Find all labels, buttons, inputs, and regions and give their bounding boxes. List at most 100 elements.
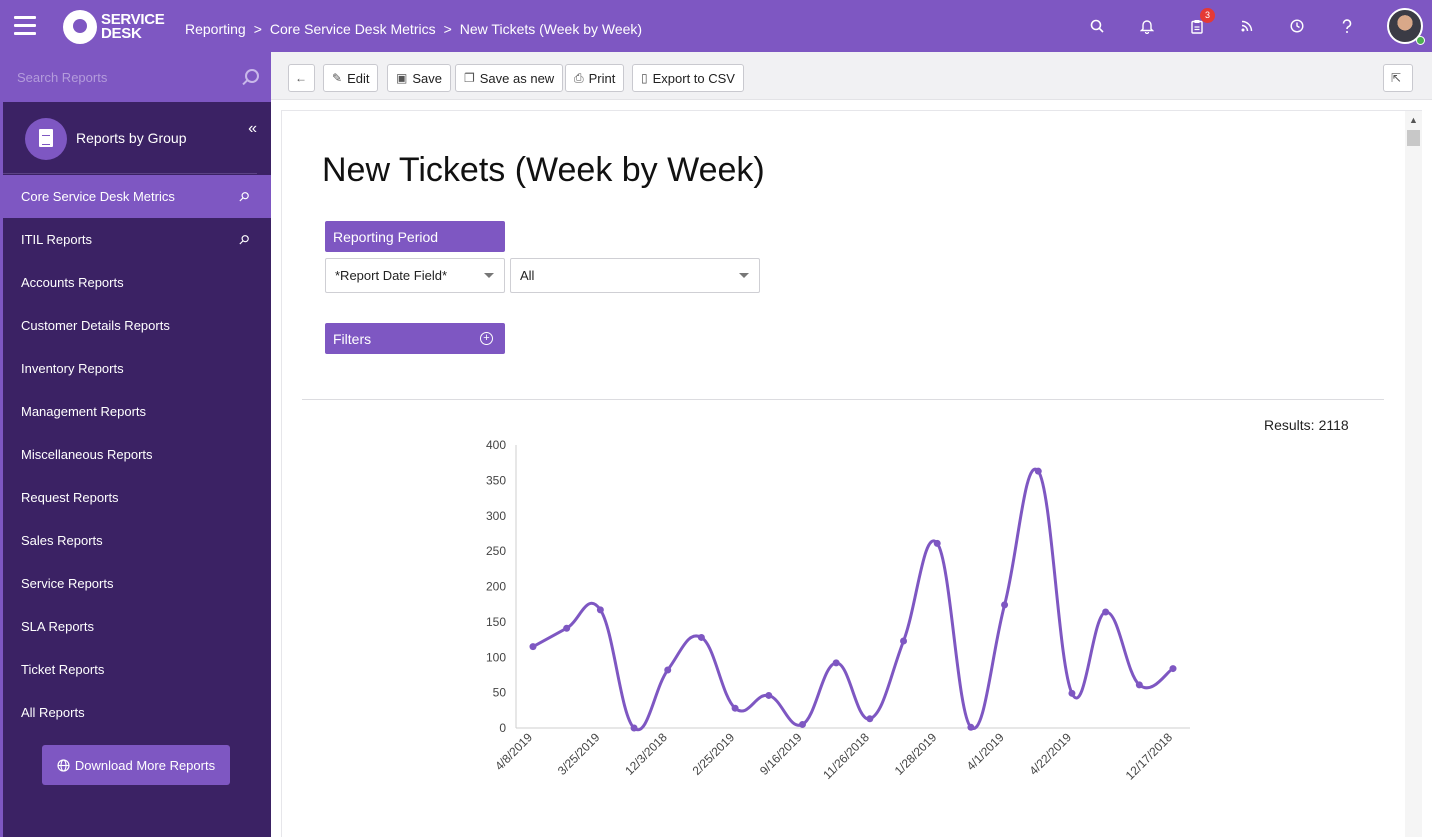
sidebar: Reports by Group « Core Service Desk Met… — [3, 52, 271, 837]
sidebar-item-miscellaneous-reports[interactable]: Miscellaneous Reports — [3, 433, 271, 476]
data-point[interactable] — [563, 624, 571, 632]
data-point[interactable] — [1135, 681, 1143, 689]
sidebar-item-label: Service Reports — [21, 576, 114, 591]
file-icon: ▯ — [641, 71, 648, 85]
print-button[interactable]: ⎙ Print — [565, 64, 625, 92]
sidebar-item-label: Management Reports — [21, 404, 147, 419]
scroll-up-icon[interactable]: ▲ — [1409, 115, 1418, 125]
sidebar-item-customer-details-reports[interactable]: Customer Details Reports — [3, 304, 271, 347]
group-label: Reports by Group — [76, 130, 187, 146]
x-tick-label: 1/28/2019 — [892, 730, 940, 778]
x-tick-label: 11/26/2018 — [820, 730, 872, 782]
sidebar-item-itil-reports[interactable]: ITIL Reports ⚲ — [3, 218, 271, 261]
group-header: Reports by Group « — [3, 102, 257, 174]
back-button[interactable]: ← — [288, 64, 315, 92]
search-reports-input[interactable] — [3, 52, 271, 102]
sidebar-item-label: Accounts Reports — [21, 275, 124, 290]
scrollbar-thumb[interactable] — [1407, 130, 1420, 146]
data-point[interactable] — [529, 643, 537, 651]
sidebar-item-service-reports[interactable]: Service Reports — [3, 562, 271, 605]
sidebar-item-sales-reports[interactable]: Sales Reports — [3, 519, 271, 562]
sidebar-item-all-reports[interactable]: All Reports — [3, 691, 271, 734]
period-select[interactable]: All — [510, 258, 760, 293]
data-point[interactable] — [1102, 608, 1110, 616]
filters-button[interactable]: Filters + — [325, 323, 505, 354]
data-point[interactable] — [798, 720, 806, 728]
data-point[interactable] — [697, 633, 705, 641]
pin-icon[interactable]: ⚲ — [235, 187, 254, 206]
plus-circle-icon[interactable]: + — [480, 332, 493, 345]
sidebar-item-label: SLA Reports — [21, 619, 94, 634]
search-icon[interactable] — [245, 69, 259, 83]
download-more-reports-button[interactable]: Download More Reports — [42, 745, 230, 785]
y-tick-label: 100 — [486, 650, 506, 664]
reporting-period-header: Reporting Period — [325, 221, 505, 252]
sidebar-item-inventory-reports[interactable]: Inventory Reports — [3, 347, 271, 390]
sidebar-item-label: Ticket Reports — [21, 662, 105, 677]
save-as-new-button[interactable]: ❐ Save as new — [455, 64, 564, 92]
data-point[interactable] — [630, 724, 638, 732]
sidebar-item-label: Miscellaneous Reports — [21, 447, 153, 462]
document-icon — [25, 118, 67, 160]
bell-icon[interactable] — [1122, 0, 1172, 52]
sidebar-item-management-reports[interactable]: Management Reports — [3, 390, 271, 433]
copy-icon: ❐ — [464, 71, 475, 85]
save-button[interactable]: ▣ Save — [387, 64, 451, 92]
breadcrumb-reporting[interactable]: Reporting — [185, 21, 246, 37]
clock-icon[interactable] — [1272, 0, 1322, 52]
data-point[interactable] — [664, 666, 672, 674]
data-point[interactable] — [1068, 689, 1076, 697]
rss-icon[interactable] — [1222, 0, 1272, 52]
data-point[interactable] — [1001, 601, 1009, 609]
logo[interactable]: SERVICE DESK — [63, 10, 165, 44]
sidebar-item-accounts-reports[interactable]: Accounts Reports — [3, 261, 271, 304]
sidebar-item-ticket-reports[interactable]: Ticket Reports — [3, 648, 271, 691]
sidebar-item-core-service-desk-metrics[interactable]: Core Service Desk Metrics ⚲ — [3, 175, 271, 218]
report-date-field-value: *Report Date Field* — [335, 268, 447, 283]
page-title: New Tickets (Week by Week) — [322, 151, 765, 189]
y-tick-label: 250 — [486, 544, 506, 558]
report-content: New Tickets (Week by Week) Reporting Per… — [281, 110, 1422, 837]
search-icon[interactable] — [1072, 0, 1122, 52]
divider — [302, 399, 1384, 400]
breadcrumb-core-metrics[interactable]: Core Service Desk Metrics — [269, 21, 436, 37]
data-point[interactable] — [596, 606, 604, 614]
data-point[interactable] — [933, 539, 941, 547]
collapse-sidebar-icon[interactable]: « — [248, 120, 257, 137]
export-csv-button[interactable]: ▯ Export to CSV — [632, 64, 744, 92]
print-label: Print — [588, 70, 616, 86]
edit-button[interactable]: ✎ Edit — [323, 64, 379, 92]
menu-icon[interactable] — [14, 16, 36, 36]
sidebar-item-sla-reports[interactable]: SLA Reports — [3, 605, 271, 648]
logo-text: SERVICE DESK — [101, 11, 165, 42]
report-date-field-select[interactable]: *Report Date Field* — [325, 258, 505, 293]
breadcrumb: Reporting > Core Service Desk Metrics > … — [185, 21, 642, 37]
sidebar-item-label: Customer Details Reports — [21, 318, 170, 333]
y-tick-label: 150 — [486, 615, 506, 629]
edit-icon: ✎ — [332, 71, 343, 85]
help-icon[interactable] — [1322, 0, 1372, 52]
sidebar-item-request-reports[interactable]: Request Reports — [3, 476, 271, 519]
data-point[interactable] — [832, 659, 840, 667]
pin-icon[interactable]: ⚲ — [235, 230, 254, 249]
data-point[interactable] — [1169, 665, 1177, 673]
data-point[interactable] — [866, 715, 874, 723]
data-point[interactable] — [731, 704, 739, 712]
data-point[interactable] — [1034, 467, 1042, 475]
filters-label: Filters — [333, 330, 372, 347]
toolbar: ← ✎ Edit ▣ Save ❐ Save as new ⎙ Print ▯ Expor… — [271, 52, 1432, 100]
results-count: Results: 2118 — [1264, 417, 1349, 433]
data-point[interactable] — [765, 691, 773, 699]
clipboard-icon[interactable]: 3 — [1172, 0, 1222, 52]
open-external-button[interactable]: ⇱ — [1383, 64, 1413, 92]
x-tick-label: 4/22/2019 — [1026, 730, 1074, 778]
download-more-reports-label: Download More Reports — [74, 757, 216, 773]
sidebar-item-label: Sales Reports — [21, 533, 103, 548]
breadcrumb-separator: > — [443, 21, 452, 37]
scrollbar[interactable]: ▲ — [1405, 111, 1422, 837]
data-point[interactable] — [967, 723, 975, 731]
data-point[interactable] — [900, 637, 908, 645]
sidebar-item-label: Inventory Reports — [21, 361, 124, 376]
breadcrumb-separator: > — [253, 21, 262, 37]
